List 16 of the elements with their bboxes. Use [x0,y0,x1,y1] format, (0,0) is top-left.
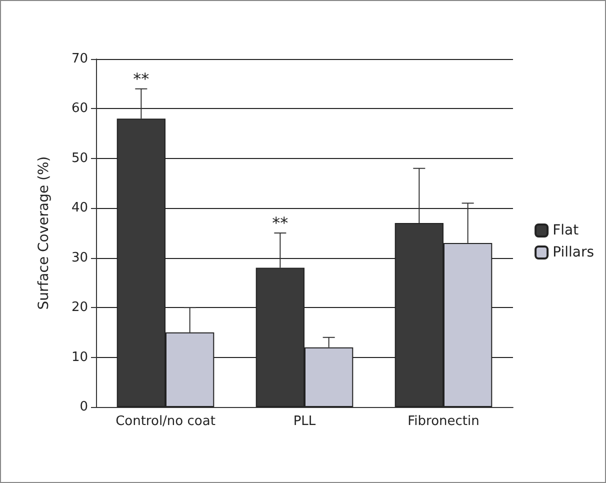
x-tick-label: Control/no coat [116,414,216,429]
y-tick-label: 20 [71,300,88,316]
y-tick-label: 50 [71,150,88,166]
legend-label: Flat [552,222,580,238]
y-tick-label: 70 [71,52,88,66]
legend-label: Pillars [552,244,594,260]
annotation: ** [272,214,288,232]
y-tick-label: 40 [71,200,88,216]
x-tick-label: Fibronectin [408,414,480,429]
y-tick-label: 0 [80,400,88,414]
y-axis-title: Surface Coverage (%) [36,156,52,310]
y-tick-label: 60 [71,101,88,116]
annotation: ** [133,69,150,88]
y-tick-label: 10 [71,350,88,365]
y-tick-label: 30 [71,250,88,266]
x-tick-label: PLL [293,414,316,429]
